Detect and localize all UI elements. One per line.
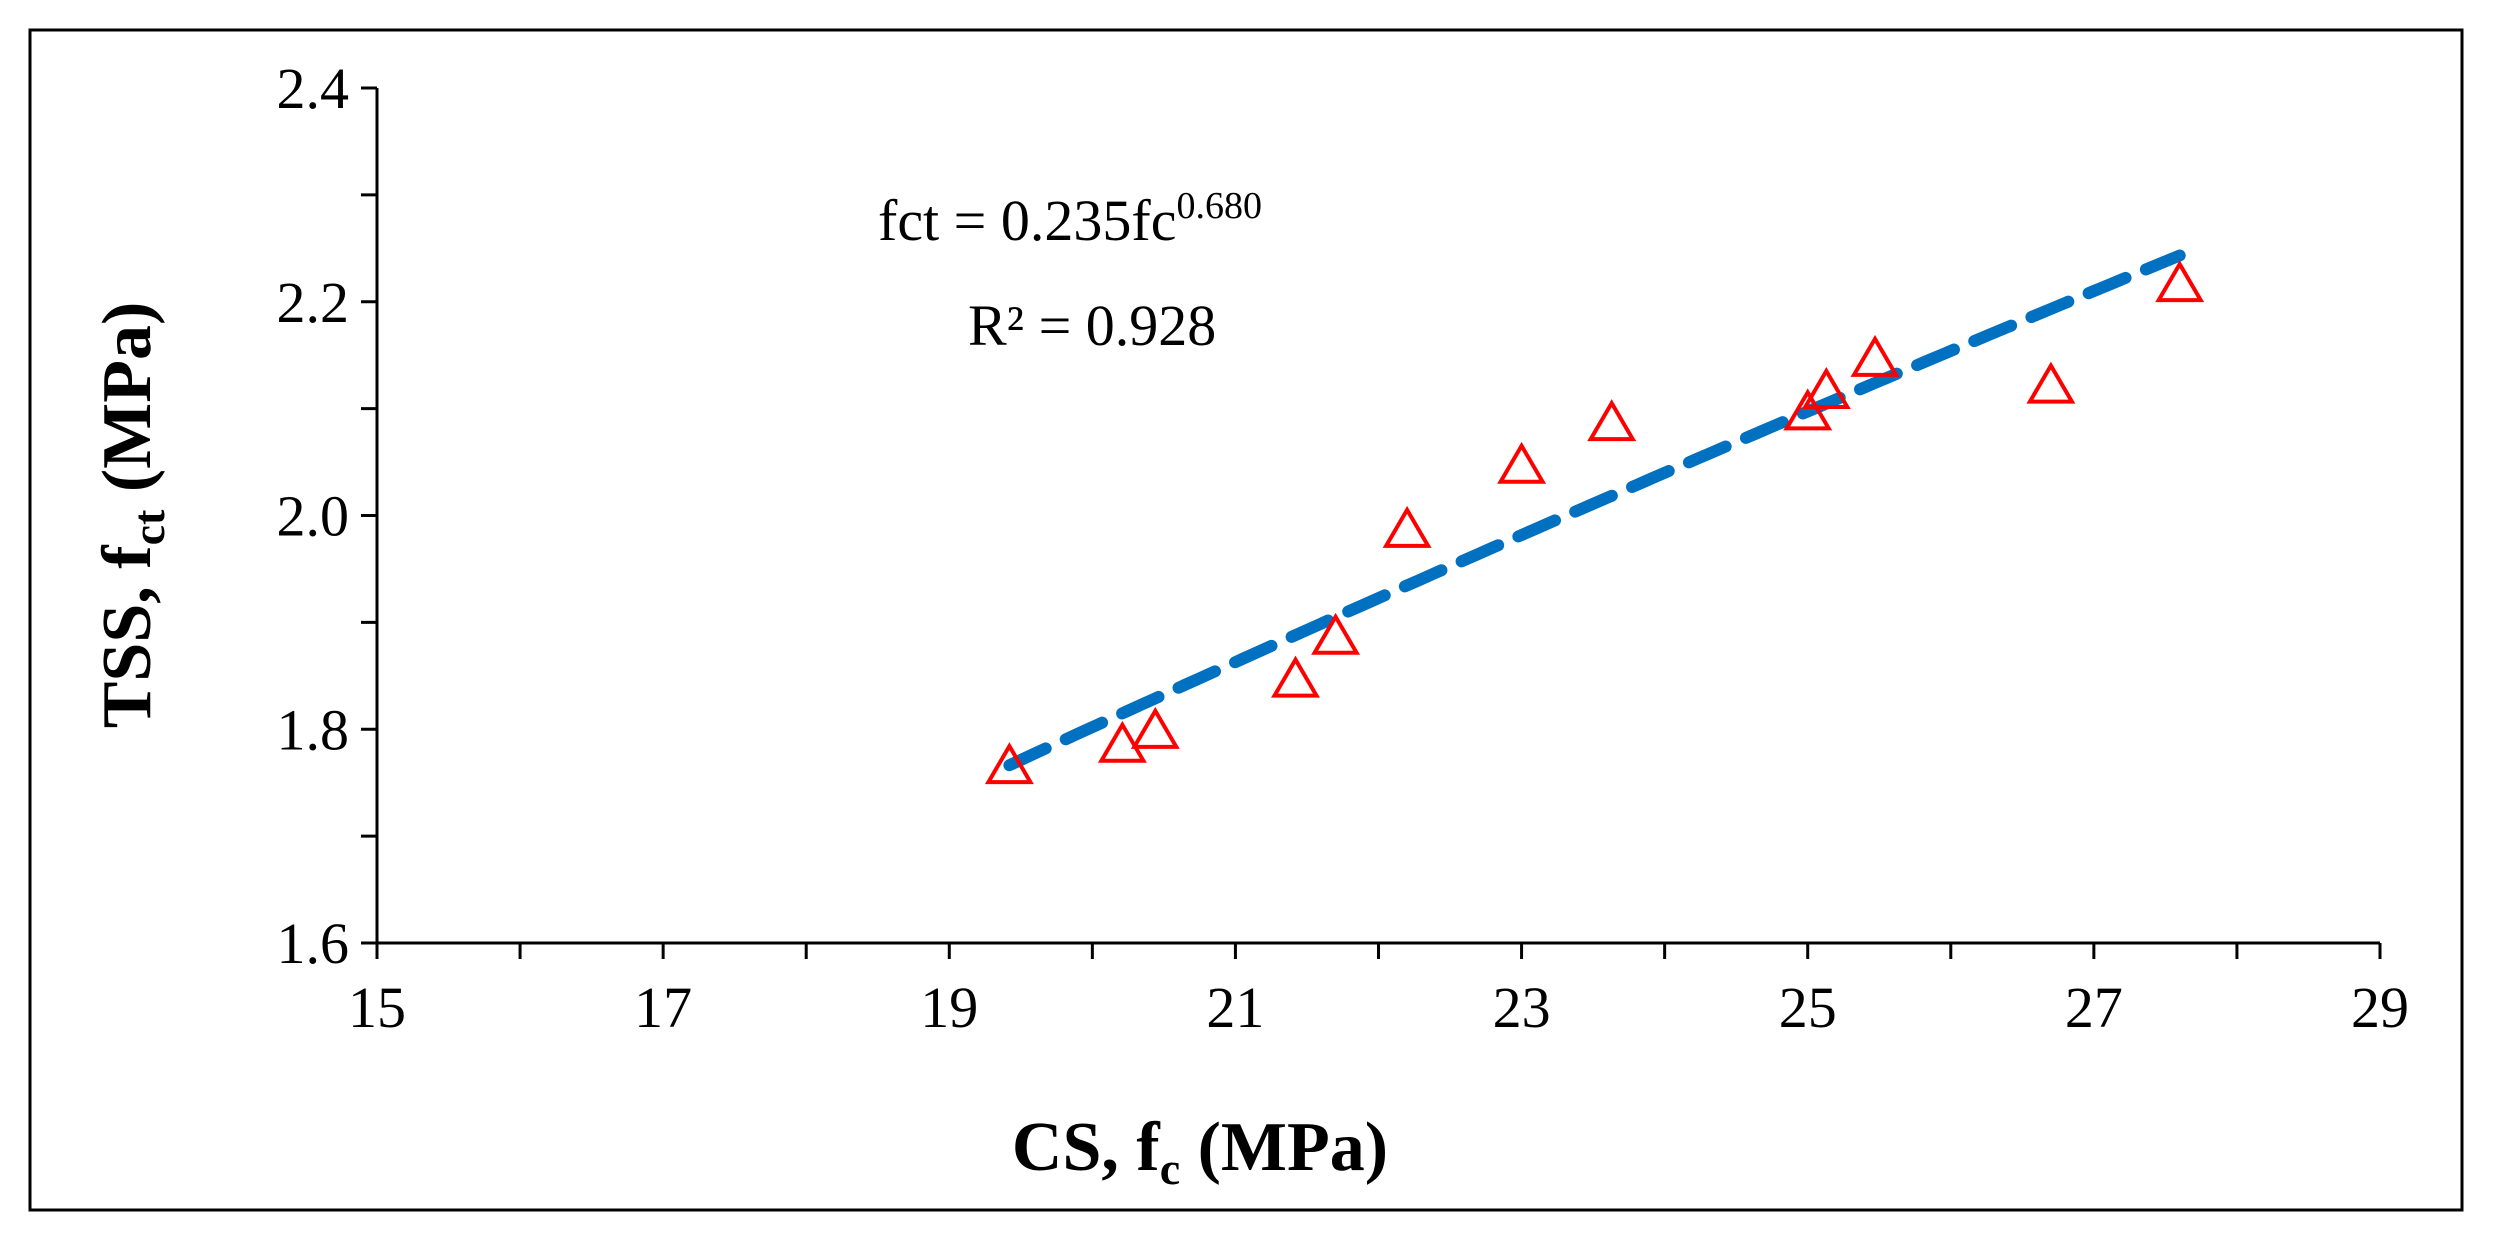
trendline-equation: fct = 0.235fc0.680: [878, 185, 1262, 253]
equation-base: fct = 0.235fc: [878, 188, 1176, 253]
x-tick-label-23: 23: [1493, 975, 1551, 1040]
trendline-layer: [1003, 249, 2186, 772]
x-tick-label-17: 17: [634, 975, 692, 1040]
data-point-4: [1311, 612, 1361, 655]
chart-frame: [28, 28, 2464, 1212]
data-point-1: [1097, 720, 1147, 763]
x-tick-label-29: 29: [2351, 975, 2409, 1040]
data-point-10: [1850, 334, 1900, 377]
data-point-0: [984, 742, 1034, 785]
y-axis-title-main: TSS, f: [89, 545, 166, 729]
y-axis-title: TSS, fct (MPa): [89, 302, 174, 729]
data-point-8: [1783, 388, 1833, 431]
y-tick-label-1.6: 1.6: [277, 911, 350, 976]
data-point-11: [2026, 361, 2076, 404]
r-squared-label: R² = 0.928: [968, 293, 1216, 358]
x-tick-label-19: 19: [920, 975, 978, 1040]
tick-labels-layer: 15 17 19 21 23 25 27 29 1.6 1.8 2.0 2.2 2.4: [277, 56, 2410, 1040]
data-point-9: [1801, 367, 1851, 409]
ticks-layer: [361, 86, 2382, 959]
x-axis-title-main: CS, f: [1012, 1109, 1160, 1186]
x-tick-label-21: 21: [1206, 975, 1264, 1040]
y-tick-label-2.4: 2.4: [277, 56, 350, 121]
x-tick-label-27: 27: [2065, 975, 2123, 1040]
data-point-6: [1497, 441, 1547, 484]
equation-exponent: 0.680: [1176, 185, 1262, 227]
y-tick-label-2.0: 2.0: [277, 484, 350, 549]
y-axis-title-unit: (MPa): [89, 302, 166, 510]
y-tick-label-2.2: 2.2: [277, 270, 350, 335]
y-axis-title-sub: ct: [123, 509, 174, 545]
data-point-12: [2155, 260, 2205, 303]
data-point-2: [1130, 706, 1180, 749]
data-point-5: [1382, 505, 1432, 548]
x-tick-label-15: 15: [348, 975, 406, 1040]
x-axis-title-sub: c: [1160, 1143, 1180, 1194]
x-tick-label-25: 25: [1779, 975, 1837, 1040]
points-layer: [984, 260, 2205, 785]
power-trendline: [1003, 249, 2186, 772]
x-axis-title: CS, fc (MPa): [1012, 1109, 1388, 1194]
x-axis-title-unit: (MPa): [1180, 1109, 1388, 1186]
y-tick-label-1.8: 1.8: [277, 697, 350, 762]
data-point-7: [1587, 399, 1637, 442]
data-point-3: [1271, 655, 1320, 698]
